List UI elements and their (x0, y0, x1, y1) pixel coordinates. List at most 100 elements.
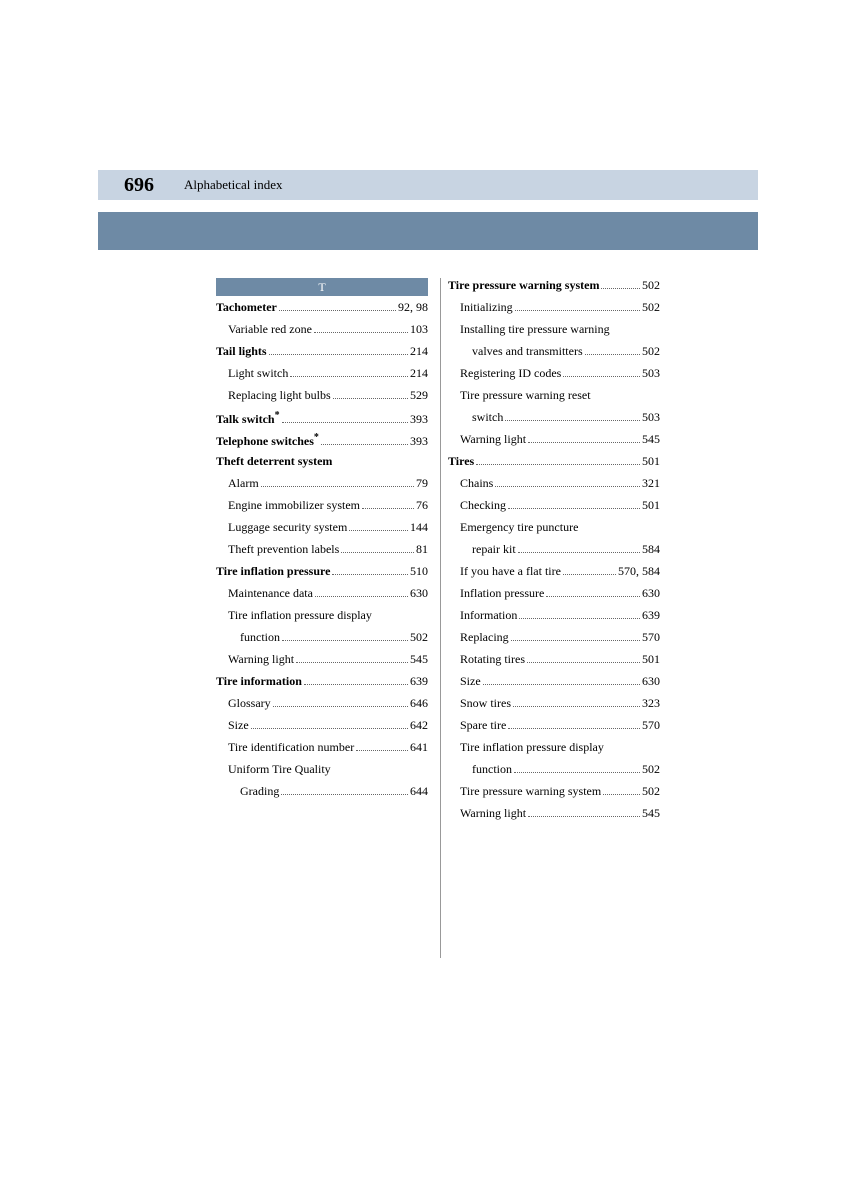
entry-pages: 646 (410, 696, 428, 711)
index-entry: Tire pressure warning reset (448, 388, 660, 410)
index-entry: Theft prevention labels81 (216, 542, 428, 564)
entry-label: Snow tires (460, 696, 511, 711)
entry-pages: 502 (642, 762, 660, 777)
dot-leader (304, 684, 408, 685)
entry-label: Talk switch* (216, 410, 280, 427)
entry-pages: 639 (642, 608, 660, 623)
entry-label: Luggage security system (228, 520, 347, 535)
entry-pages: 570 (642, 718, 660, 733)
entry-pages: 502 (642, 278, 660, 293)
entry-label: Size (228, 718, 249, 733)
index-entry: Tires501 (448, 454, 660, 476)
entry-label: If you have a flat tire (460, 564, 561, 579)
dot-leader (518, 552, 640, 553)
dot-leader (513, 706, 640, 707)
entry-label: Tire pressure warning system (460, 784, 601, 799)
entry-pages: 79 (416, 476, 428, 491)
entry-pages: 644 (410, 784, 428, 799)
entry-pages: 502 (410, 630, 428, 645)
entry-label: Warning light (460, 806, 526, 821)
dot-leader (282, 422, 408, 423)
entry-label: Emergency tire puncture (460, 520, 578, 535)
entry-pages: 570, 584 (618, 564, 660, 579)
dot-leader (251, 728, 408, 729)
entry-label: switch (472, 410, 503, 425)
entry-label: valves and transmitters (472, 344, 583, 359)
index-entry: Size630 (448, 674, 660, 696)
index-entry: Replacing570 (448, 630, 660, 652)
entry-label: Light switch (228, 366, 288, 381)
index-entry: Variable red zone 103 (216, 322, 428, 344)
index-entry: Spare tire570 (448, 718, 660, 740)
dot-leader (483, 684, 640, 685)
entry-pages: 641 (410, 740, 428, 755)
entry-label: Initializing (460, 300, 513, 315)
index-entry: Checking501 (448, 498, 660, 520)
index-entry: Light switch 214 (216, 366, 428, 388)
entry-label: Inflation pressure (460, 586, 544, 601)
dot-leader (296, 662, 408, 663)
dot-leader (511, 640, 640, 641)
entry-label: Information (460, 608, 517, 623)
entry-pages: 393 (410, 412, 428, 427)
entry-pages: 630 (410, 586, 428, 601)
dot-leader (505, 420, 640, 421)
entry-label: Grading (240, 784, 279, 799)
entry-label: Warning light (460, 432, 526, 447)
index-content: T Tachometer92, 98Variable red zone103Ta… (216, 278, 756, 828)
entry-label: Glossary (228, 696, 271, 711)
dot-leader (519, 618, 640, 619)
index-entry: Alarm 79 (216, 476, 428, 498)
dot-leader (601, 288, 640, 289)
entry-pages: 503 (642, 366, 660, 381)
index-entry: Size 642 (216, 718, 428, 740)
index-entry: function502 (448, 762, 660, 784)
entry-pages: 501 (642, 454, 660, 469)
index-entry: Replacing light bulbs529 (216, 388, 428, 410)
index-entry: Glossary 646 (216, 696, 428, 718)
entry-pages: 570 (642, 630, 660, 645)
entry-pages: 642 (410, 718, 428, 733)
index-entry: valves and transmitters 502 (448, 344, 660, 366)
entry-label: Alarm (228, 476, 259, 491)
dot-leader (279, 310, 396, 311)
dot-leader (269, 354, 408, 355)
header-title: Alphabetical index (184, 177, 283, 193)
index-entry: Tire inflation pressure display (216, 608, 428, 630)
index-entry: Snow tires323 (448, 696, 660, 718)
entry-pages: 502 (642, 344, 660, 359)
header-bar: 696 Alphabetical index (98, 170, 758, 200)
right-column: Tire pressure warning system 502 Initializ… (448, 278, 660, 828)
index-entry: Telephone switches*393 (216, 432, 428, 454)
entry-label: Theft deterrent system (216, 454, 332, 469)
index-entry: Installing tire pressure warning (448, 322, 660, 344)
dot-leader (585, 354, 640, 355)
entry-pages: 76 (416, 498, 428, 513)
dot-leader (563, 574, 616, 575)
index-entry: function502 (216, 630, 428, 652)
index-entry: Grading 644 (216, 784, 428, 806)
entry-label: Variable red zone (228, 322, 312, 337)
index-entry: Tachometer92, 98 (216, 300, 428, 322)
entry-pages: 103 (410, 322, 428, 337)
index-entry: Engine immobilizer system76 (216, 498, 428, 520)
dot-leader (514, 772, 640, 773)
entry-label: Tire identification number (228, 740, 354, 755)
entry-pages: 214 (410, 366, 428, 381)
dot-leader (563, 376, 640, 377)
entry-pages: 81 (416, 542, 428, 557)
dot-leader (603, 794, 640, 795)
index-entry: Theft deterrent system (216, 454, 428, 476)
entry-pages: 510 (410, 564, 428, 579)
footnote-star-icon: * (314, 432, 319, 443)
dot-leader (528, 442, 640, 443)
index-entry: Tail lights214 (216, 344, 428, 366)
entry-label: Tachometer (216, 300, 277, 315)
index-entry: Tire inflation pressure510 (216, 564, 428, 586)
dot-leader (476, 464, 640, 465)
dot-leader (332, 574, 408, 575)
entry-label: Tire inflation pressure display (228, 608, 372, 623)
index-entry: Information 639 (448, 608, 660, 630)
dot-leader (546, 596, 640, 597)
dot-leader (527, 662, 640, 663)
